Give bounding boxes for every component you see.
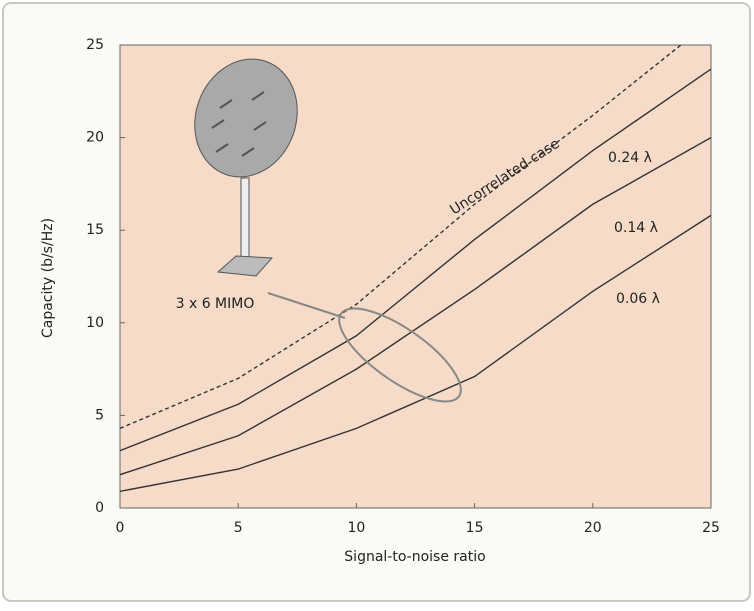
annotation: 3 x 6 MIMO — [176, 296, 255, 312]
series-label: 0.14 λ — [614, 220, 658, 236]
x-tick-label: 5 — [234, 520, 243, 536]
series-line — [120, 136, 711, 476]
series-line — [120, 214, 711, 493]
y-axis-title: Capacity (b/s/Hz) — [40, 218, 56, 338]
x-axis-title: Signal-to-noise ratio — [344, 549, 485, 565]
y-tick-label: 25 — [86, 37, 104, 53]
y-tick-label: 0 — [95, 500, 104, 516]
y-tick-label: 20 — [86, 130, 104, 146]
x-tick-label: 0 — [116, 520, 125, 536]
series-line — [120, 45, 682, 430]
series-group — [120, 45, 711, 493]
x-tick-label: 15 — [466, 520, 484, 536]
series-label: 0.24 λ — [608, 150, 652, 166]
series-line — [120, 68, 711, 452]
y-tick-label: 5 — [95, 407, 104, 423]
x-tick-label: 25 — [702, 520, 720, 536]
y-tick-label: 15 — [86, 222, 104, 238]
y-tick-label: 10 — [86, 315, 104, 331]
annotation-leader — [267, 292, 346, 319]
x-tick-label: 20 — [584, 520, 602, 536]
annotation-ellipse — [338, 307, 462, 403]
antenna-icon — [194, 58, 298, 277]
x-tick-label: 10 — [347, 520, 365, 536]
series-label: 0.06 λ — [616, 291, 660, 307]
